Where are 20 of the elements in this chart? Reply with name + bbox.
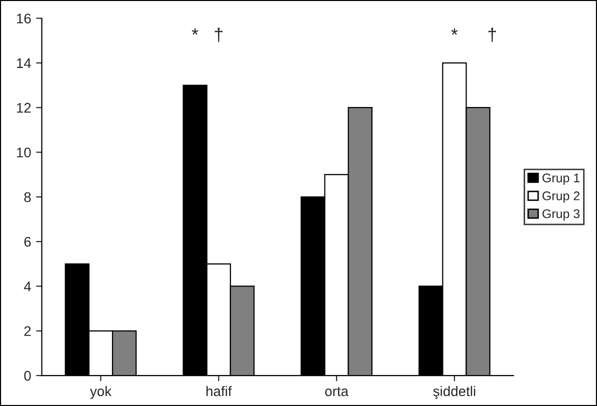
annotation: * — [192, 28, 198, 35]
y-tick-label: 6 — [24, 236, 31, 247]
y-tick-label: 12 — [16, 102, 31, 113]
annotation: * — [451, 28, 458, 35]
annotation: † — [214, 28, 222, 42]
legend-label: Grup 1 — [542, 174, 580, 185]
y-tick-label: 16 — [16, 14, 31, 24]
y-tick-label: 14 — [16, 58, 31, 68]
y-tick-label: 4 — [24, 282, 31, 292]
x-tick-label: şiddetli — [433, 386, 476, 399]
x-tick-label: hafif — [206, 386, 232, 396]
legend-label: Grup 2 — [542, 191, 580, 203]
x-tick-label: orta — [325, 387, 349, 396]
y-tick-label: 0 — [24, 370, 31, 381]
y-tick-label: 10 — [16, 148, 31, 158]
y-tick-label: 8 — [24, 192, 31, 202]
annotation: † — [488, 28, 496, 42]
x-tick-label: yok — [90, 386, 112, 399]
legend-label: Grup 3 — [542, 209, 580, 221]
y-tick-label: 2 — [24, 326, 31, 336]
